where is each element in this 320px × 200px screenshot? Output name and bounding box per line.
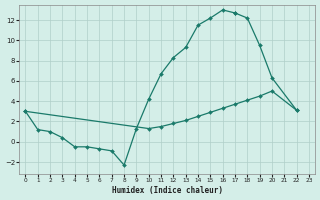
X-axis label: Humidex (Indice chaleur): Humidex (Indice chaleur) — [112, 186, 223, 195]
